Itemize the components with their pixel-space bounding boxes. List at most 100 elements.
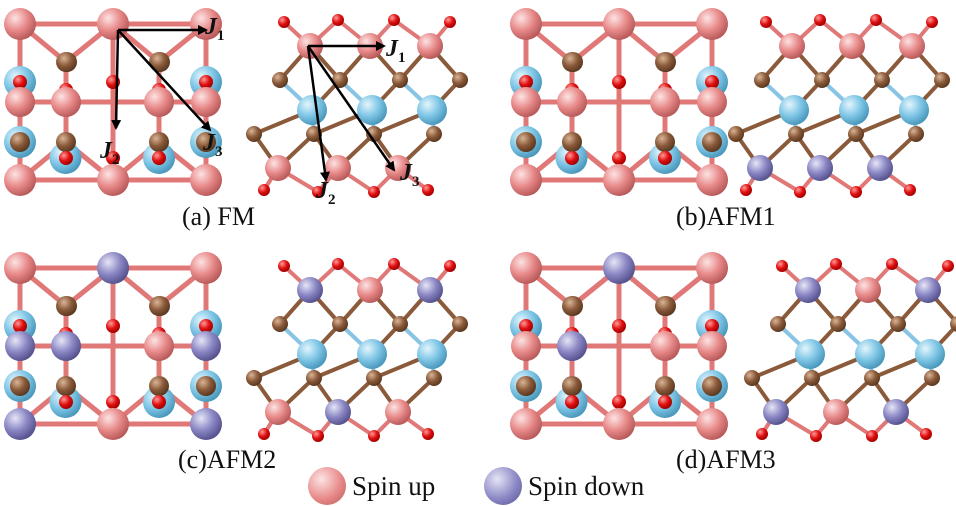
spin-atom-up <box>603 408 635 440</box>
spin-atom-up <box>190 164 222 196</box>
j1-label-top: J1 <box>205 14 225 44</box>
carbon-atom <box>332 72 348 88</box>
oxygen-atom <box>942 260 954 272</box>
oxygen-atom <box>866 430 878 442</box>
carbon-atom <box>770 316 786 332</box>
oxygen-atom <box>422 184 434 196</box>
oxygen-atom <box>904 184 916 196</box>
spin-atom-up <box>325 155 351 181</box>
oxygen-atom <box>760 16 772 28</box>
oxygen-atom <box>612 319 626 333</box>
oxygen-atom <box>278 260 290 272</box>
oxygen-atom <box>756 428 768 440</box>
oxygen-atom <box>278 16 290 28</box>
spin-atom-down <box>867 155 893 181</box>
carbon-atom <box>150 52 170 72</box>
oxygen-atom <box>152 151 166 165</box>
side-view-d <box>744 258 956 442</box>
spin-atom <box>511 331 541 361</box>
exchange-arrow-2 <box>306 45 330 182</box>
oxygen-atom <box>658 395 672 409</box>
spin-atom-up <box>823 399 849 425</box>
j2-label-top: J2 <box>100 138 120 168</box>
carbon-atom <box>149 376 169 396</box>
metal-atom <box>357 339 387 369</box>
metal-atom <box>297 339 327 369</box>
spin-atom-up <box>357 277 383 303</box>
carbon-atom <box>656 296 676 316</box>
carbon-atom <box>57 296 77 316</box>
spin-atom-down <box>603 252 635 284</box>
legend-spin-down: Spin down <box>484 467 644 505</box>
side-view-a <box>246 14 468 198</box>
spin-atom-down <box>97 252 129 284</box>
spin-atom-down <box>915 277 941 303</box>
spin-atom-down <box>883 399 909 425</box>
spin-atom-up <box>385 399 411 425</box>
oxygen-atom <box>565 395 579 409</box>
oxygen-atom <box>59 151 73 165</box>
spin-atom-down <box>190 408 222 440</box>
oxygen-atom <box>810 430 822 442</box>
carbon-atom <box>246 370 262 386</box>
exchange-arrow-3 <box>306 45 396 172</box>
spin-atom-up <box>696 164 728 196</box>
spin-atom-down <box>747 155 773 181</box>
metal-atom <box>417 339 447 369</box>
caption-panel-d: (d)AFM3 <box>676 445 776 474</box>
carbon-atom <box>392 72 408 88</box>
oxygen-atom <box>59 395 73 409</box>
oxygen-atom <box>13 75 27 89</box>
oxygen-atom <box>565 151 579 165</box>
metal-atom <box>915 339 945 369</box>
carbon-atom <box>426 126 442 142</box>
spin-atom-down <box>763 399 789 425</box>
carbon-atom <box>149 132 169 152</box>
carbon-atom <box>804 370 820 386</box>
carbon-atom <box>702 376 722 396</box>
top-view-d <box>510 252 728 440</box>
spin-atom-up <box>650 331 680 361</box>
oxygen-atom <box>740 184 752 196</box>
spin-atom-down <box>297 277 323 303</box>
carbon-atom <box>788 126 804 142</box>
carbon-atom <box>196 132 216 152</box>
oxygen-atom <box>258 428 270 440</box>
carbon-atom <box>950 316 956 332</box>
spin-atom-up <box>510 164 542 196</box>
carbon-atom <box>702 132 722 152</box>
spin-atom-up <box>603 8 635 40</box>
oxygen-atom <box>13 319 27 333</box>
carbon-atom <box>562 376 582 396</box>
carbon-atom <box>890 316 906 332</box>
oxygen-atom <box>658 151 672 165</box>
spin-atom-up <box>4 8 36 40</box>
spin-atom-up <box>4 164 36 196</box>
metal-atom <box>297 95 327 125</box>
j3-label-top: J3 <box>203 130 223 160</box>
carbon-atom <box>656 52 676 72</box>
spin-atom <box>5 331 35 361</box>
oxygen-atom <box>152 395 166 409</box>
spin-atom-up <box>510 8 542 40</box>
spin-atom-down <box>325 399 351 425</box>
spin-atom <box>5 87 35 117</box>
spin-atom-up <box>510 408 542 440</box>
spin-atom-down <box>557 331 587 361</box>
carbon-atom <box>57 52 77 72</box>
oxygen-atom <box>388 14 400 26</box>
exchange-arrow-2 <box>111 29 122 130</box>
spin-atom-up <box>510 252 542 284</box>
carbon-atom <box>874 72 890 88</box>
spin-atom-down <box>4 408 36 440</box>
spin-atom-up <box>696 252 728 284</box>
oxygen-atom <box>199 75 213 89</box>
oxygen-atom <box>519 75 533 89</box>
spin-atom-up <box>839 33 865 59</box>
caption-panel-a: (a) FM <box>182 202 255 231</box>
carbon-atom <box>924 370 940 386</box>
j2-label-side: J2 <box>316 178 336 208</box>
spin-atom-down <box>807 155 833 181</box>
carbon-atom <box>728 126 744 142</box>
spin-atom-down <box>51 331 81 361</box>
